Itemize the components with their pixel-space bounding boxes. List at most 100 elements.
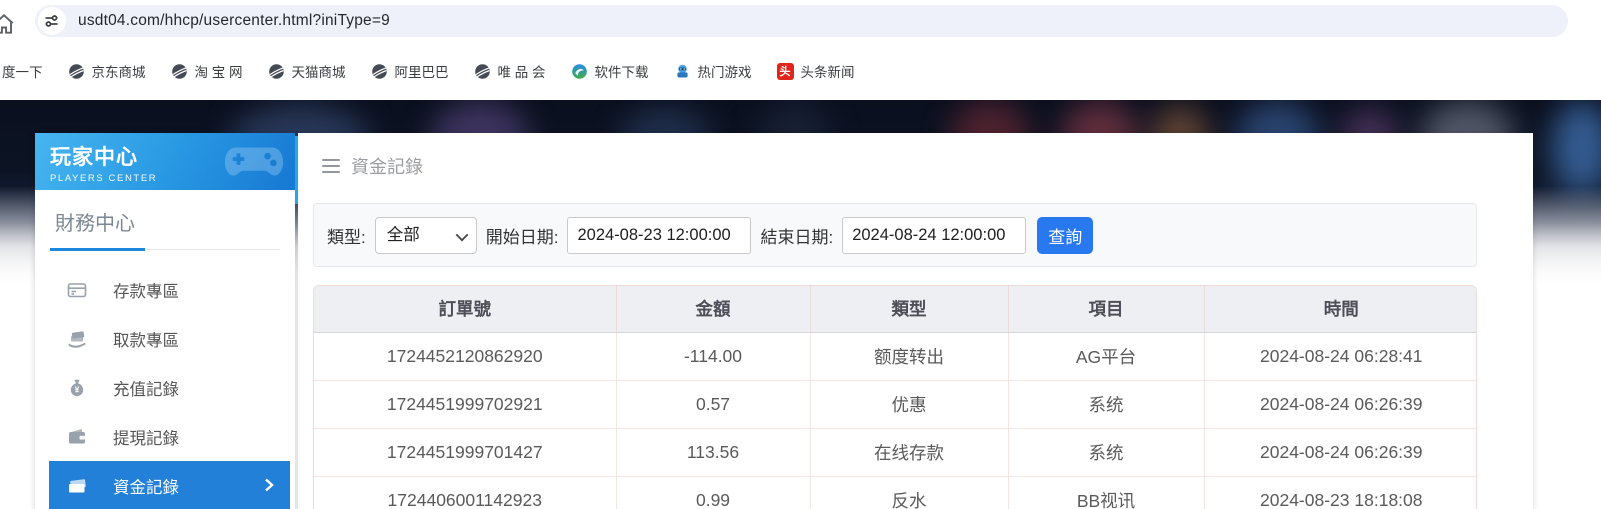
- end-date-input[interactable]: [842, 216, 1027, 254]
- bookmark-item[interactable]: 天猫商城: [268, 61, 346, 81]
- gamepad-icon: [223, 139, 285, 188]
- header-amount: 金額: [616, 286, 811, 333]
- bookmark-label: 头条新闻: [800, 65, 855, 80]
- table-body: 1724452120862920 -114.00 额度转出 AG平台 2024-08-2…: [314, 332, 1476, 509]
- cell-type: 额度转出: [810, 332, 1009, 381]
- bookmark-label: 淘 宝 网: [194, 65, 243, 80]
- site-settings-icon[interactable]: [38, 7, 66, 35]
- header-item: 項目: [1008, 286, 1205, 333]
- bookmark-item[interactable]: 头头条新闻: [776, 61, 855, 81]
- sidebar-menu: 存款專區取款專區 ¥ 充值記錄提現記錄資金記錄: [35, 265, 295, 509]
- start-date-input[interactable]: [567, 216, 752, 254]
- header-order-no: 訂單號: [314, 286, 617, 333]
- section-underline: [50, 248, 280, 251]
- bookmark-item[interactable]: 唯 品 会: [474, 61, 546, 81]
- sidebar-item-recharge[interactable]: ¥ 充值記錄: [35, 363, 295, 412]
- end-date-label: 結束日期:: [760, 227, 834, 247]
- funds-table: 訂單號 金額 類型 項目 時間 1724452120862920 -114.00 额度转出 A…: [313, 285, 1477, 509]
- withdraw-icon: [67, 329, 87, 349]
- bookmark-item[interactable]: 度一下: [2, 61, 43, 81]
- cell-type: 反水: [810, 476, 1009, 509]
- type-label: 類型:: [327, 227, 366, 247]
- sidebar-item-label: 提現記錄: [113, 429, 179, 448]
- table-header-row: 訂單號 金額 類型 項目 時間: [314, 286, 1476, 333]
- main-header: 資金記錄: [298, 133, 1533, 179]
- cell-order-no: 1724406001142923: [314, 476, 617, 509]
- cell-time: 2024-08-24 06:26:39: [1204, 380, 1476, 429]
- cashout-icon: [67, 427, 87, 447]
- sidebar-item-cashout[interactable]: 提現記錄: [35, 412, 295, 461]
- page-title: 資金記錄: [351, 157, 423, 177]
- globe-icon: [474, 63, 491, 80]
- sidebar-item-label: 資金記錄: [113, 478, 179, 497]
- type-select[interactable]: 全部: [374, 216, 477, 254]
- filter-bar: 類型: 全部 開始日期: 結束日期: 查詢: [313, 203, 1477, 267]
- game-icon: [674, 63, 691, 80]
- cell-order-no: 1724452120862920: [314, 332, 617, 381]
- cell-item: 系统: [1008, 380, 1205, 429]
- url-text: usdt04.com/hhcp/usercenter.html?iniType=…: [78, 12, 390, 29]
- bookmark-item[interactable]: 软件下载: [571, 61, 649, 81]
- start-date-label: 開始日期:: [485, 227, 559, 247]
- chevron-right-icon: [262, 476, 276, 499]
- table-row: 1724406001142923 0.99 反水 BB视讯 2024-08-23 18:…: [314, 476, 1476, 509]
- globe-icon: [171, 63, 188, 80]
- globe-icon: [268, 63, 285, 80]
- table-row: 1724452120862920 -114.00 额度转出 AG平台 2024-08-2…: [314, 332, 1476, 381]
- sidebar-item-funds[interactable]: 資金記錄: [49, 461, 290, 509]
- table-head: 訂單號 金額 類型 項目 時間: [314, 286, 1476, 333]
- players-center-header: 玩家中心 PLAYERS CENTER: [35, 133, 295, 190]
- deposit-icon: [67, 280, 87, 300]
- cell-item: BB视讯: [1008, 476, 1205, 509]
- bookmark-item[interactable]: 热门游戏: [674, 61, 752, 81]
- sidebar-title: 玩家中心: [50, 146, 138, 169]
- svg-text:¥: ¥: [75, 384, 80, 394]
- cell-order-no: 1724451999702921: [314, 380, 617, 429]
- header-type: 類型: [810, 286, 1009, 333]
- software-icon: [571, 63, 588, 80]
- globe-icon: [371, 63, 388, 80]
- cell-item: AG平台: [1008, 332, 1205, 381]
- bookmark-item[interactable]: 京东商城: [68, 61, 146, 81]
- cell-amount: -114.00: [616, 332, 811, 381]
- recharge-icon: ¥: [67, 378, 87, 398]
- bookmark-label: 软件下载: [594, 65, 649, 80]
- globe-icon: [68, 63, 85, 80]
- sidebar-item-label: 取款專區: [113, 331, 179, 350]
- header-time: 時間: [1204, 286, 1476, 333]
- sidebar-item-withdraw[interactable]: 取款專區: [35, 314, 295, 363]
- accent-strip: [295, 136, 298, 204]
- cell-type: 优惠: [810, 380, 1009, 429]
- menu-toggle-icon[interactable]: [322, 158, 340, 174]
- bookmark-item[interactable]: 阿里巴巴: [371, 61, 449, 81]
- browser-toolbar: usdt04.com/hhcp/usercenter.html?iniType=…: [0, 0, 1601, 42]
- cell-amount: 0.99: [616, 476, 811, 509]
- finance-center-heading: 財務中心: [55, 213, 135, 235]
- bookmark-label: 度一下: [2, 65, 43, 80]
- cell-order-no: 1724451999701427: [314, 428, 617, 477]
- bookmarks-bar: 度一下 京东商城 淘 宝 网 天猫商城 阿里巴巴 唯 品 会 软件下载 热门游戏 头头条新闻: [0, 42, 1601, 100]
- cell-item: 系统: [1008, 428, 1205, 477]
- cell-amount: 113.56: [616, 428, 811, 477]
- bookmark-label: 天猫商城: [291, 65, 346, 80]
- type-select-wrap: 全部: [374, 216, 477, 254]
- sidebar-subtitle: PLAYERS CENTER: [50, 173, 158, 184]
- search-button[interactable]: 查詢: [1037, 216, 1094, 254]
- cell-type: 在线存款: [810, 428, 1009, 477]
- bookmark-label: 京东商城: [91, 65, 146, 80]
- bookmark-item[interactable]: 淘 宝 网: [171, 61, 243, 81]
- sidebar-item-label: 充值記錄: [113, 380, 179, 399]
- sidebar-item-deposit[interactable]: 存款專區: [35, 265, 295, 314]
- sidebar-item-label: 存款專區: [113, 282, 179, 301]
- table-row: 1724451999702921 0.57 优惠 系统 2024-08-24 06:26…: [314, 380, 1476, 429]
- bookmark-label: 热门游戏: [697, 65, 752, 80]
- cell-time: 2024-08-24 06:26:39: [1204, 428, 1476, 477]
- address-bar[interactable]: usdt04.com/hhcp/usercenter.html?iniType=…: [35, 5, 1568, 37]
- table-row: 1724451999701427 113.56 在线存款 系统 2024-08-24 0…: [314, 428, 1476, 477]
- bookmark-label: 唯 品 会: [497, 65, 546, 80]
- home-icon[interactable]: [0, 12, 17, 41]
- toutiao-icon: 头: [776, 62, 794, 80]
- cell-time: 2024-08-23 18:18:08: [1204, 476, 1476, 509]
